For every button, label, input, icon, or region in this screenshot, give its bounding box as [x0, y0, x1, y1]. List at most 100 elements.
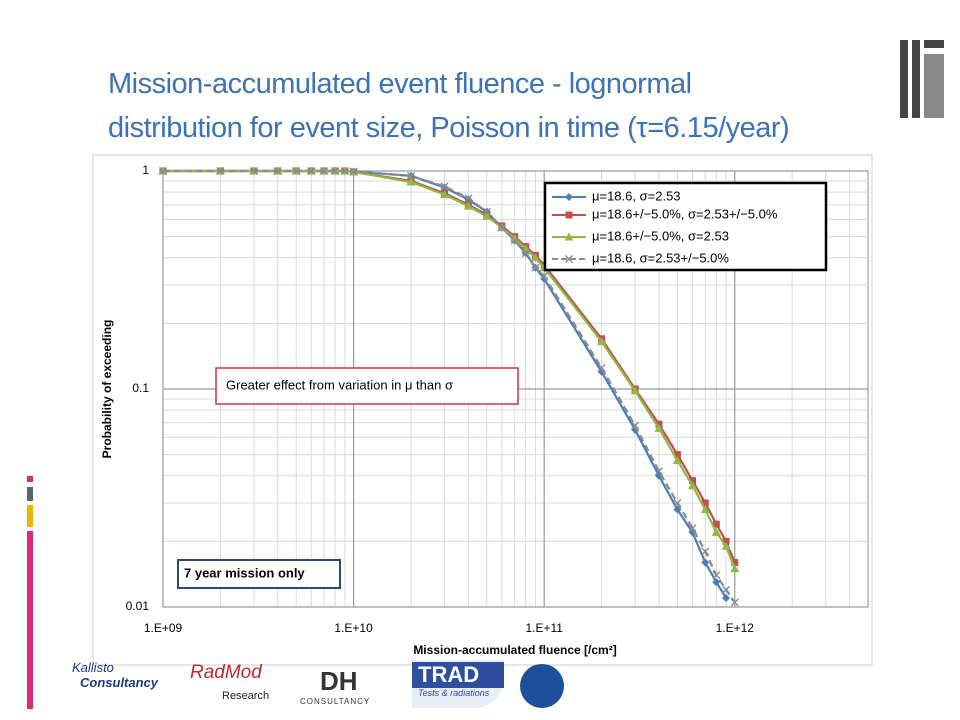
marker — [464, 194, 473, 203]
marker — [701, 499, 709, 507]
marker — [497, 223, 506, 232]
marker — [273, 166, 282, 176]
marker — [530, 253, 540, 262]
logo: TRAD Tests & radiations — [412, 660, 504, 708]
logo-text: RadMod — [190, 662, 262, 683]
logo: DH CONSULTANCY — [300, 666, 370, 706]
y-tick-label: 1 — [142, 163, 149, 177]
marker — [701, 547, 710, 556]
legend-label: μ=18.6, σ=2.53+/−5.0% — [592, 250, 729, 265]
marker — [597, 363, 606, 372]
x-tick-label: 1.E+09 — [144, 621, 183, 635]
marker — [463, 201, 473, 210]
marker — [216, 166, 225, 176]
legend-marker-shape — [564, 232, 574, 241]
marker — [712, 520, 720, 528]
marker — [521, 249, 530, 258]
legend-marker-shape — [565, 193, 573, 201]
series — [158, 166, 739, 607]
marker — [540, 271, 549, 280]
marker — [730, 598, 739, 607]
marker — [673, 498, 682, 508]
deco-bar — [27, 476, 33, 482]
marker — [340, 166, 349, 176]
legend-label: μ=18.6+/−5.0%, σ=2.53+/−5.0% — [592, 206, 778, 221]
marker — [440, 182, 449, 191]
legend-marker — [564, 254, 574, 264]
logo: RadMod Research — [190, 662, 269, 702]
marker — [731, 559, 739, 567]
series-group — [158, 166, 740, 607]
marker — [406, 171, 415, 180]
marker — [722, 537, 730, 545]
legend-label: μ=18.6, σ=2.53 — [592, 188, 681, 203]
legend-marker-shape — [564, 254, 574, 264]
slide-title: Mission-accumulated event fluence - logn… — [108, 62, 908, 150]
marker — [158, 166, 168, 176]
title-line: distribution for event size, Poisson in … — [108, 112, 790, 144]
marker — [249, 166, 258, 176]
logo: Kallisto Consultancy — [72, 660, 158, 690]
annotation: 7 year mission only — [184, 565, 305, 580]
x-tick-label: 1.E+10 — [334, 621, 373, 635]
y-tick-label: 0.1 — [132, 381, 149, 395]
logo-text: CONSULTANCY — [300, 697, 371, 706]
logo — [520, 664, 564, 708]
legend-marker — [565, 193, 573, 201]
corner-icon — [900, 40, 944, 118]
logo-text: Tests & radiations — [418, 688, 490, 698]
marker — [597, 337, 607, 346]
marker — [349, 167, 358, 176]
logo-text: Consultancy — [80, 675, 159, 690]
y-tick-label: 0.01 — [126, 599, 150, 613]
marker — [406, 177, 416, 186]
marker — [701, 558, 710, 567]
logo-text: TRAD — [412, 662, 504, 688]
legend-marker — [565, 211, 573, 219]
marker — [307, 166, 316, 176]
marker — [654, 467, 663, 476]
deco-bar — [27, 505, 33, 527]
marker — [711, 527, 721, 536]
marker — [688, 524, 697, 533]
legend — [543, 181, 828, 272]
marker — [631, 421, 640, 430]
y-axis-label: Probability of exceeding — [100, 320, 114, 459]
deco-bar — [27, 531, 33, 709]
marker — [510, 234, 520, 243]
marker — [292, 166, 301, 176]
logo-text: Research — [222, 690, 270, 702]
legend-label: μ=18.6+/−5.0%, σ=2.53 — [592, 228, 729, 243]
marker — [672, 455, 682, 464]
marker — [482, 207, 491, 216]
marker — [712, 578, 721, 587]
marker — [688, 477, 696, 485]
legend-marker-shape — [565, 211, 573, 219]
marker — [700, 505, 710, 514]
annotation-box — [215, 367, 519, 405]
x-tick-label: 1.E+12 — [716, 621, 755, 635]
marker — [730, 564, 740, 573]
marker — [722, 585, 731, 594]
marker — [531, 263, 540, 272]
legend-marker — [564, 232, 574, 241]
marker — [722, 593, 731, 602]
x-axis-label: Mission-accumulated fluence [/cm²] — [413, 643, 616, 657]
marker — [654, 423, 664, 432]
x-tick-label: 1.E+11 — [525, 621, 563, 635]
marker — [687, 481, 697, 490]
marker — [630, 386, 640, 395]
marker — [440, 190, 450, 199]
annotation: Greater effect from variation in μ than … — [226, 377, 453, 392]
marker — [712, 571, 721, 580]
marker — [673, 451, 681, 459]
series-line — [163, 169, 736, 570]
marker — [721, 541, 731, 550]
logo-text: DH — [320, 666, 358, 696]
deco-bar — [27, 487, 33, 501]
marker — [510, 236, 519, 245]
title-line: Mission-accumulated event fluence - logn… — [108, 68, 692, 100]
marker — [320, 166, 329, 176]
